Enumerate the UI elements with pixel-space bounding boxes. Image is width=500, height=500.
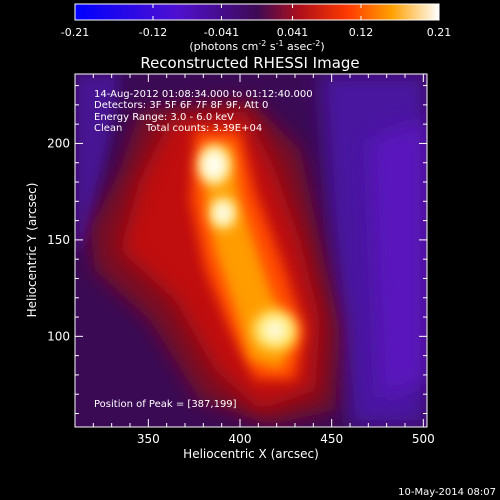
method-annotation: Clean [94,123,122,134]
y-tick-label: 100 [47,329,70,343]
chart-title: Reconstructed RHESSI Image [140,54,359,72]
x-axis-label: Heliocentric X (arcsec) [183,447,319,461]
time-range-annotation: 14-Aug-2012 01:08:34.000 to 01:12:40.000 [94,89,313,100]
x-tick-label: 450 [320,432,343,446]
colorbar-unit: (photons cm-2 s-1 asec-2) [189,39,324,53]
colorbar-tick-label: 0.21 [427,26,452,39]
energy-annotation: Energy Range: 3.0 - 6.0 keV [94,112,234,123]
x-tick-label: 400 [229,432,252,446]
counts-annotation: Total counts: 3.39E+04 [145,123,262,134]
colorbar-tick-label: -0.041 [204,26,239,39]
colorbar [75,4,439,20]
heatmap-image [75,74,427,427]
footer-date: 10-May-2014 08:07 [398,487,496,498]
plot-frame [74,73,428,428]
colorbar-tick-label: -0.12 [139,26,167,39]
x-tick-label: 500 [412,432,435,446]
colorbar-tick-label: 0.041 [277,26,309,39]
colorbar-frame [74,3,440,21]
y-axis-label: Heliocentric Y (arcsec) [25,183,39,318]
colorbar-tick-label: 0.12 [349,26,374,39]
axis-ticks: 350 400 450 500 100 150 200 [47,74,435,446]
x-tick-label: 350 [137,432,160,446]
peak-annotation: Position of Peak = [387,199] [94,399,237,410]
y-tick-label: 200 [47,136,70,150]
y-tick-label: 150 [47,233,70,247]
colorbar-ticks: -0.21 -0.12 -0.041 0.041 0.12 0.21 [61,4,451,39]
detectors-annotation: Detectors: 3F 5F 6F 7F 8F 9F, Att 0 [94,100,268,111]
colorbar-tick-label: -0.21 [61,26,89,39]
